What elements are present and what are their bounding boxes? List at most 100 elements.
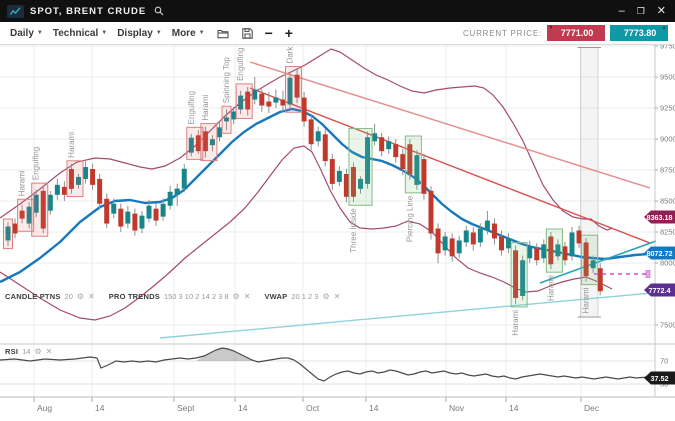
candlestick <box>548 236 554 265</box>
axis-price-badge-text: 8363.18 <box>647 213 673 222</box>
close-icon[interactable]: ✕ <box>45 346 53 356</box>
rsi-overbought-fill <box>196 348 256 361</box>
candlestick <box>118 208 124 227</box>
pattern-box-bear <box>3 218 13 250</box>
pattern-label: Harami <box>582 287 591 313</box>
candlestick <box>188 137 194 153</box>
y-tick-label: 8500 <box>660 197 675 206</box>
close-icon[interactable]: ✕ <box>88 291 95 301</box>
axis-price-badge-text: 8072.72 <box>647 249 673 258</box>
x-tick-label: 14 <box>238 403 248 413</box>
menu-more[interactable]: More ▼ <box>171 27 205 39</box>
bollinger-upper-band <box>0 48 614 231</box>
y-tick-label: 8250 <box>660 228 675 237</box>
rsi-legend-row: RSI 14 ⚙ ✕ <box>5 347 52 356</box>
candlestick <box>365 137 371 184</box>
close-button[interactable]: ✕ <box>656 4 666 17</box>
candlestick <box>484 220 490 231</box>
instrument-title: SPOT, BRENT CRUDE <box>30 5 147 17</box>
chevron-down-icon: ▼ <box>198 30 205 36</box>
candlestick <box>372 133 378 142</box>
candlestick <box>336 170 342 182</box>
candlestick <box>238 95 244 110</box>
zoom-in-button[interactable]: + <box>284 25 293 41</box>
x-tick-label: Aug <box>37 403 52 413</box>
pattern-box-bear <box>200 123 218 162</box>
zoom-out-button[interactable]: − <box>264 25 273 41</box>
candlestick <box>224 117 230 122</box>
pattern-label: Spinning Top <box>222 57 231 104</box>
candlestick <box>400 154 406 170</box>
trendline-support-long[interactable] <box>159 291 664 339</box>
menu-display[interactable]: Display ▼ <box>117 27 162 39</box>
close-icon[interactable]: ✕ <box>243 291 251 301</box>
gear-icon[interactable]: ⚙ <box>232 291 240 301</box>
menu-technical[interactable]: Technical ▼ <box>52 27 108 39</box>
pattern-box-bull <box>348 128 373 206</box>
search-icon[interactable] <box>154 6 164 16</box>
trendline-resistance-1[interactable] <box>249 61 651 189</box>
y-tick-label: 9250 <box>660 104 675 113</box>
bid-price-badge: ▼ 7771.00 <box>547 25 605 41</box>
candlestick <box>153 208 159 221</box>
alert-line-handle[interactable] <box>645 270 651 278</box>
candlestick <box>569 232 575 257</box>
candlestick <box>477 228 483 243</box>
candlestick <box>132 213 138 231</box>
save-icon[interactable] <box>241 27 253 39</box>
pattern-label: Engulfing <box>236 48 245 81</box>
candlestick <box>583 242 589 277</box>
open-folder-icon[interactable] <box>217 28 230 39</box>
pattern-box-bear <box>235 83 253 119</box>
y-tick-label: 9750 <box>660 42 675 51</box>
gear-icon[interactable]: ⚙ <box>76 291 85 301</box>
axis-price-badge <box>644 283 675 297</box>
candlestick <box>358 178 363 189</box>
candlestick <box>19 210 25 219</box>
candlestick <box>195 135 201 152</box>
menu-timeframe[interactable]: Daily ▼ <box>10 27 43 39</box>
indicator-candle-patterns: CANDLE PTNS 20 ⚙ ✕ <box>5 291 95 301</box>
candlestick <box>231 111 237 120</box>
close-icon[interactable]: ✕ <box>333 291 341 301</box>
candlestick <box>259 93 265 106</box>
app-logo <box>7 4 24 18</box>
candlestick <box>301 97 307 122</box>
axis-price-badge-text: 7772.4 <box>649 286 671 295</box>
candlestick <box>506 238 512 249</box>
gear-icon[interactable]: ⚙ <box>322 291 330 301</box>
pattern-label: Harami <box>511 310 520 336</box>
title-bar: SPOT, BRENT CRUDE – ❐ ✕ <box>0 0 675 22</box>
candlestick <box>329 159 335 184</box>
candlestick <box>61 186 67 195</box>
minimize-button[interactable]: – <box>618 4 625 17</box>
pattern-label: Engulfing <box>187 91 196 124</box>
trendline-resistance-2[interactable] <box>249 87 651 244</box>
candlestick <box>111 203 117 214</box>
candlestick <box>33 194 39 213</box>
candlestick <box>456 240 462 254</box>
candlestick <box>421 159 427 194</box>
candlestick <box>273 97 279 103</box>
indicator-vwap: VWAP 20 1 2 3 ⚙ ✕ <box>264 291 341 301</box>
pattern-label: Harami <box>18 170 27 196</box>
y-tick-label: 9000 <box>660 135 675 144</box>
chevron-down-icon: ▼ <box>36 30 43 36</box>
x-tick-label: 14 <box>509 403 519 413</box>
candlestick <box>435 228 441 254</box>
candlestick <box>146 205 152 219</box>
candlestick <box>266 101 272 107</box>
candlestick <box>12 223 18 234</box>
gear-icon[interactable]: ⚙ <box>34 346 42 356</box>
pattern-label: Piercing Line <box>405 195 414 242</box>
candlestick <box>68 169 74 189</box>
candlestick <box>252 89 258 100</box>
pattern-box-bull <box>404 135 422 194</box>
candlestick <box>407 144 413 174</box>
popout-button[interactable]: ❐ <box>636 5 645 16</box>
indicator-rsi: RSI 14 ⚙ ✕ <box>5 346 53 356</box>
candlestick <box>350 167 356 197</box>
candlestick <box>379 137 385 152</box>
pattern-box-bull <box>510 242 528 308</box>
candlestick <box>83 167 89 179</box>
